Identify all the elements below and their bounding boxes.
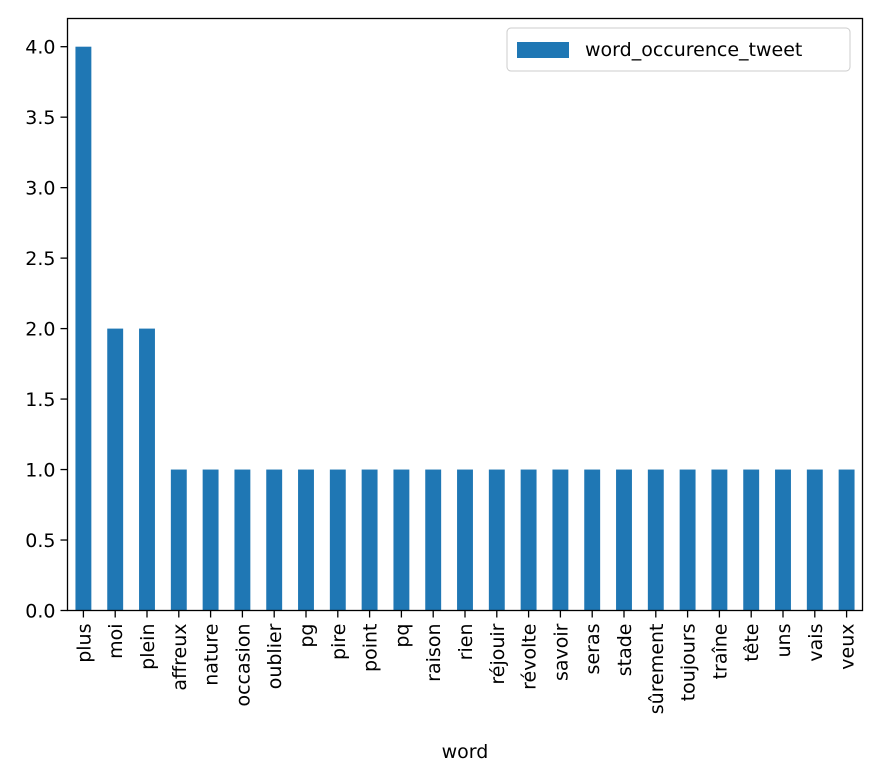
bar-tête bbox=[743, 469, 760, 611]
x-tick-label: occasion bbox=[232, 624, 254, 707]
x-tick-label: raison bbox=[423, 624, 445, 682]
bar-rien bbox=[457, 469, 473, 611]
bars-group bbox=[75, 46, 855, 611]
x-tick-label: révolte bbox=[519, 624, 541, 690]
bar-savoir bbox=[552, 469, 569, 611]
bar-pg bbox=[298, 469, 314, 611]
bar-occasion bbox=[234, 469, 251, 611]
x-tick-label: point bbox=[360, 624, 382, 672]
legend-box bbox=[506, 27, 851, 72]
bar-plus bbox=[75, 46, 92, 611]
bar-raison bbox=[425, 469, 442, 611]
bar-pq bbox=[393, 469, 410, 611]
x-tick-label: vais bbox=[805, 624, 827, 662]
x-tick-label: sûrement bbox=[646, 624, 668, 715]
x-tick-label: tête bbox=[741, 624, 763, 662]
y-tick-label: 4.0 bbox=[25, 37, 55, 59]
x-tick-label: moi bbox=[105, 624, 127, 659]
x-axis-label: word bbox=[442, 741, 489, 763]
x-tick-label: affreux bbox=[169, 624, 191, 691]
legend-swatch bbox=[517, 42, 569, 58]
x-axis: plus moi plein affreux nature occasion oublier… bbox=[73, 610, 859, 715]
y-tick-label: 2.5 bbox=[25, 248, 55, 270]
y-tick-label: 3.0 bbox=[25, 178, 55, 200]
x-tick-label: seras bbox=[582, 624, 604, 675]
y-tick-label: 1.0 bbox=[25, 460, 55, 482]
y-tick-label: 0.5 bbox=[25, 530, 55, 552]
x-tick-label: veux bbox=[837, 624, 859, 670]
x-tick-label: uns bbox=[773, 624, 795, 658]
bar-moi bbox=[107, 328, 124, 611]
x-tick-label: rien bbox=[455, 624, 477, 661]
bar-révolte bbox=[520, 469, 537, 611]
x-tick-label: plus bbox=[73, 624, 95, 663]
bar-plein bbox=[139, 328, 155, 611]
y-tick-label: 3.5 bbox=[25, 107, 55, 129]
x-tick-label: pq bbox=[391, 624, 413, 648]
x-tick-label: toujours bbox=[678, 624, 700, 702]
legend-label: word_occurence_tweet bbox=[585, 39, 802, 61]
x-tick-label: traîne bbox=[709, 624, 731, 680]
bar-pire bbox=[329, 469, 346, 611]
legend: word_occurence_tweet bbox=[506, 27, 851, 72]
bar-traîne bbox=[711, 469, 728, 611]
x-tick-label: nature bbox=[201, 624, 223, 686]
y-tick-label: 2.0 bbox=[25, 319, 55, 341]
bar-point bbox=[361, 469, 378, 611]
bar-oublier bbox=[266, 469, 283, 611]
bar-uns bbox=[775, 469, 791, 611]
plot-frame bbox=[66, 17, 864, 612]
y-axis: 0.0 0.5 1.0 1.5 2.0 2.5 3.0 3.5 4.0 bbox=[25, 37, 68, 623]
bar-vais bbox=[806, 469, 823, 611]
x-tick-label: réjouir bbox=[487, 623, 509, 684]
y-tick-label: 0.0 bbox=[25, 601, 55, 623]
bar-affreux bbox=[170, 469, 187, 611]
bar-seras bbox=[584, 469, 601, 611]
x-tick-label: pg bbox=[296, 624, 318, 648]
x-tick-label: pire bbox=[328, 624, 350, 660]
bar-veux bbox=[838, 469, 855, 611]
x-tick-label: plein bbox=[137, 624, 159, 670]
x-tick-label: savoir bbox=[550, 623, 572, 681]
bar-sûrement bbox=[647, 469, 664, 611]
y-tick-label: 1.5 bbox=[25, 389, 55, 411]
bar-stade bbox=[616, 469, 632, 611]
bar-réjouir bbox=[488, 469, 505, 611]
bar-toujours bbox=[679, 469, 696, 611]
x-tick-label: oublier bbox=[264, 623, 286, 689]
x-tick-label: stade bbox=[614, 624, 636, 677]
bar-nature bbox=[202, 469, 219, 611]
